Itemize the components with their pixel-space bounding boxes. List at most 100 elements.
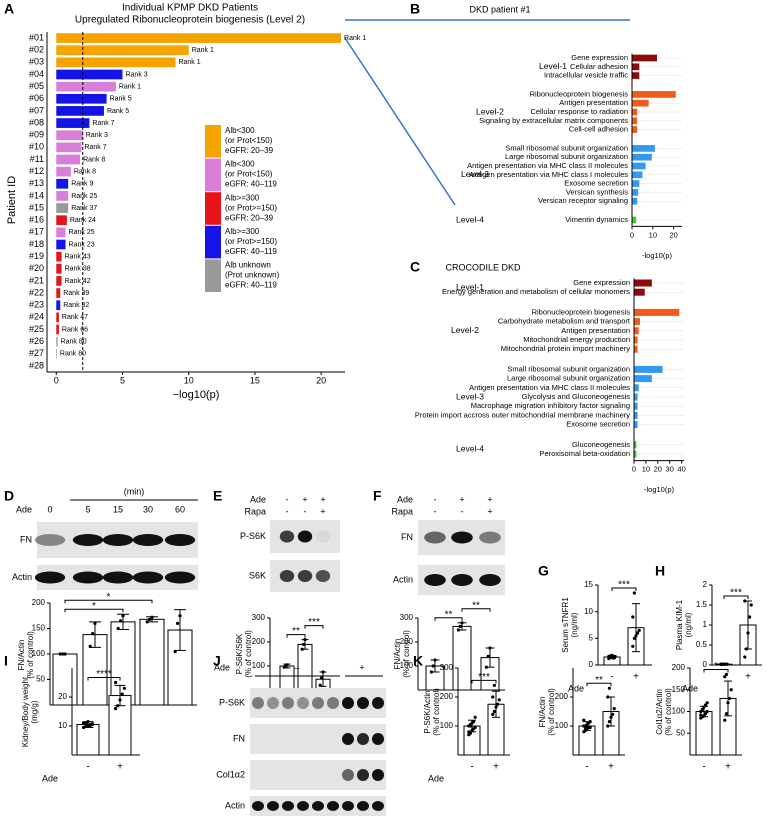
bar: [76, 724, 100, 756]
blot-band: [252, 801, 264, 811]
category-label: Mitochondrial protein import machinery: [501, 344, 630, 353]
category-label: Antigen presentation via MHC class II mo…: [469, 383, 630, 392]
significance-label: *: [92, 601, 96, 612]
factor-level: -: [304, 506, 307, 516]
bar-label: Rank 5: [110, 96, 132, 103]
blot-row-label: P-S6K: [240, 531, 266, 541]
data-point: [90, 722, 94, 726]
factor-level: 15: [113, 504, 123, 514]
y-tick-label: #20: [29, 263, 44, 273]
bar: [56, 288, 61, 298]
significance-bracket: [286, 634, 306, 638]
bar: [56, 203, 69, 213]
data-point: [492, 683, 496, 688]
blot-band: [282, 801, 294, 811]
significance-label: **: [595, 675, 603, 686]
y-tick-label: 100: [672, 707, 686, 716]
y-tick-label: #27: [29, 348, 44, 358]
y-axis-label: P-S6K/S6K: [235, 633, 244, 674]
group-label: Level-2: [476, 106, 504, 116]
x-tick-label: 15: [250, 375, 260, 385]
blot-band: [297, 570, 313, 582]
category-label: Small ribosomal subunit organization: [505, 143, 628, 152]
factor-level: +: [320, 494, 325, 504]
y-axis-label: Serum sTNFR1: [561, 597, 570, 653]
x-tick-label: -: [702, 762, 705, 773]
blot-band: [282, 697, 294, 709]
blot-band: [102, 534, 134, 546]
bar: [56, 348, 57, 359]
panel-letter: K: [413, 653, 423, 669]
y-tick-label: 100: [440, 721, 454, 730]
blot-row-label: P-S6K: [219, 697, 245, 707]
x-tick-label: +: [608, 762, 614, 773]
bar: [56, 118, 90, 128]
legend-label: Alb<300: [225, 126, 255, 135]
bar: [634, 441, 637, 449]
legend-label: (Prot unknown): [225, 271, 280, 280]
category-label: Mitochondrial energy production: [523, 335, 630, 344]
factor-level: 60: [175, 504, 185, 514]
legend-label: eGFR: 40–119: [225, 281, 277, 290]
data-point: [496, 702, 500, 706]
data-point: [176, 621, 180, 626]
y-tick-label: #13: [29, 178, 44, 188]
category-label: Cell-cell adhesion: [569, 125, 628, 134]
y-tick-label: 10: [584, 607, 593, 616]
y-tick-label: #09: [29, 130, 44, 140]
bar: [632, 216, 637, 224]
category-label: Ribonucleoprotein biogenesis: [530, 89, 629, 98]
data-point: [744, 647, 749, 651]
group-label: Level-3: [456, 391, 484, 401]
factor-label: Ade: [214, 662, 230, 672]
data-point: [114, 680, 118, 685]
data-point: [728, 696, 732, 701]
x-axis-label: −log10(p): [173, 389, 220, 401]
significance-label: **: [292, 626, 300, 637]
data-point: [636, 631, 640, 635]
data-point: [637, 628, 641, 632]
category-label: Ribonucleoprotein biogenesis: [532, 307, 631, 316]
panel-letter: D: [4, 488, 14, 504]
data-point: [318, 683, 322, 687]
x-tick-label: -: [86, 762, 89, 773]
bar: [632, 72, 640, 79]
panel-letter: H: [655, 563, 665, 579]
y-tick-label: #24: [29, 312, 44, 322]
bar: [632, 171, 643, 179]
group-label: Level-4: [456, 444, 484, 454]
y-tick-label: 200: [672, 663, 686, 672]
bar: [56, 45, 189, 56]
blot-band: [102, 571, 134, 584]
x-tick-label: 0: [54, 375, 59, 385]
legend-label: eGFR: 20–39: [225, 213, 274, 222]
y-tick-label: 15: [584, 580, 593, 589]
category-label: Carbohydrate metabolism and transport: [498, 317, 631, 326]
data-point: [588, 725, 592, 730]
legend-swatch: [205, 158, 221, 192]
y-axis-label: Kidney/Body weight: [21, 676, 30, 747]
category-label: Macrophage migration inhibitory factor s…: [471, 401, 630, 410]
data-point: [431, 664, 435, 668]
bar-label: Rank 38: [65, 266, 91, 273]
data-point: [458, 624, 462, 629]
bar: [632, 180, 640, 187]
group-label: Level-4: [456, 214, 484, 224]
y-tick-label: 10: [58, 721, 67, 730]
bar: [634, 279, 652, 287]
bar: [695, 711, 713, 756]
y-tick-label: #11: [30, 154, 44, 164]
bar: [634, 375, 652, 383]
category-label: Energy generation and metabolism of cell…: [442, 287, 630, 296]
y-tick-label: #10: [29, 142, 44, 152]
bar: [632, 108, 638, 116]
bar: [634, 450, 637, 458]
blot-band: [267, 697, 279, 709]
data-point: [631, 644, 635, 648]
blot-band: [297, 801, 309, 811]
y-tick-label: 50: [36, 675, 45, 684]
data-point: [61, 652, 65, 656]
y-tick-label: 100: [400, 661, 414, 670]
y-tick-label: 150: [672, 685, 686, 694]
data-point: [606, 724, 610, 728]
